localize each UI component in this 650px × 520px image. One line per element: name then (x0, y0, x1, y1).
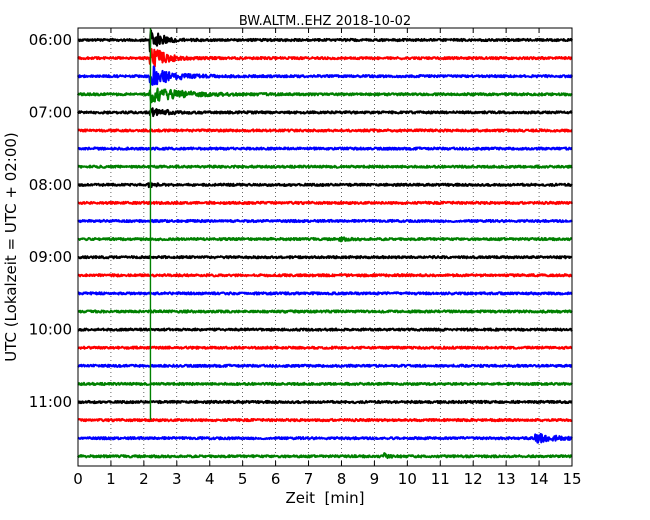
chart-title: BW.ALTM..EHZ 2018-10-02 (239, 14, 411, 29)
trace-21 (77, 417, 573, 423)
trace-18 (77, 363, 573, 368)
x-tick-label: 8 (337, 470, 347, 488)
x-tick-label: 9 (370, 470, 380, 488)
trace-8 (77, 181, 573, 189)
x-tick-label: 12 (464, 470, 483, 488)
trace-2 (77, 65, 573, 86)
trace-22 (77, 432, 573, 444)
y-tick-label: 09:00 (29, 248, 72, 266)
trace-7 (77, 164, 573, 169)
x-tick-label: 5 (238, 470, 248, 488)
trace-20 (77, 399, 573, 405)
x-tick-label: 2 (139, 470, 149, 488)
x-tick-label: 15 (562, 470, 581, 488)
trace-3 (77, 87, 573, 104)
trace-4 (77, 107, 573, 118)
trace-23 (77, 452, 573, 460)
x-tick-label: 10 (398, 470, 417, 488)
trace-17 (77, 345, 573, 350)
trace-6 (77, 146, 573, 151)
y-tick-label: 08:00 (29, 176, 72, 194)
y-tick-label: 10:00 (29, 321, 72, 339)
x-tick-label: 7 (304, 470, 314, 488)
trace-15 (77, 309, 573, 314)
x-tick-label: 11 (431, 470, 450, 488)
trace-11 (77, 236, 573, 243)
x-tick-label: 3 (172, 470, 182, 488)
x-tick-label: 1 (106, 470, 116, 488)
x-tick-label: 6 (271, 470, 281, 488)
x-tick-label: 13 (497, 470, 516, 488)
trace-5 (77, 128, 573, 133)
y-tick-label: 06:00 (29, 31, 72, 49)
y-axis-label: UTC (Lokalzeit = UTC + 02:00) (2, 132, 20, 362)
trace-9 (77, 200, 573, 206)
x-tick-label: 4 (205, 470, 215, 488)
y-tick-label: 07:00 (29, 103, 72, 121)
trace-1 (77, 48, 573, 68)
trace-13 (77, 273, 573, 278)
trace-16 (77, 327, 573, 332)
trace-19 (77, 381, 573, 387)
trace-10 (77, 218, 573, 224)
x-axis: 0 1 2 3 4 5 6 7 8 9 10 11 12 13 14 15 (73, 28, 582, 488)
trace-group (77, 28, 573, 460)
x-axis-label: Zeit [min] (285, 489, 364, 507)
x-tick-label: 14 (530, 470, 549, 488)
plot-frame (77, 27, 573, 467)
y-axis: 06:00 07:00 08:00 09:00 10:00 11:00 (29, 31, 83, 411)
trace-12 (77, 255, 573, 260)
y-tick-label: 11:00 (29, 393, 72, 411)
trace-0 (77, 29, 573, 53)
trace-14 (77, 291, 573, 296)
x-tick-label: 0 (73, 470, 83, 488)
